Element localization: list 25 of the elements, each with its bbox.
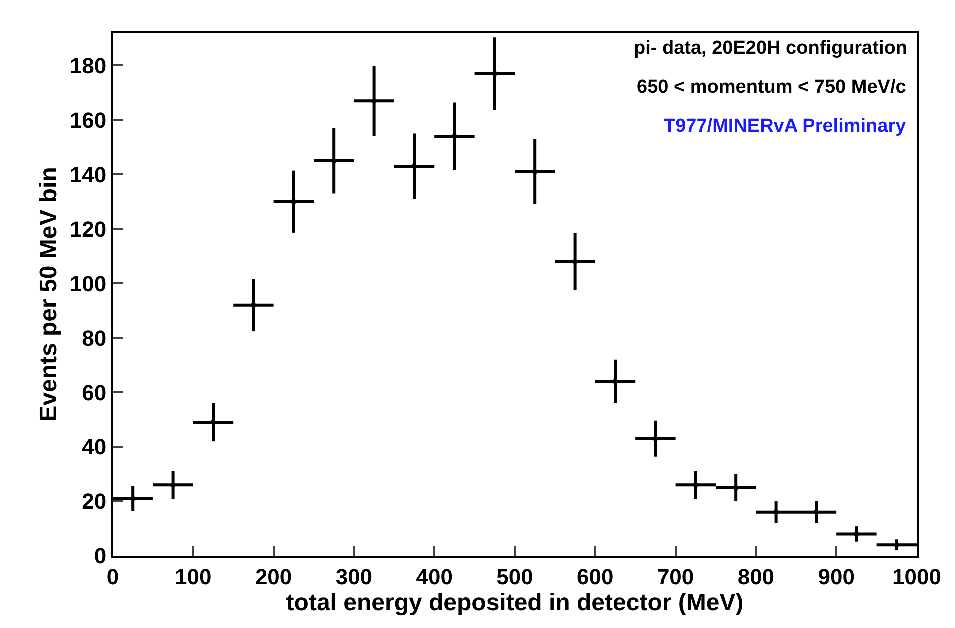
y-tick-label: 80 bbox=[82, 326, 107, 351]
x-axis-title: total energy deposited in detector (MeV) bbox=[286, 589, 744, 616]
y-tick-label: 40 bbox=[82, 434, 107, 460]
y-tick-label: 120 bbox=[70, 216, 107, 242]
x-tick-label: 800 bbox=[738, 564, 775, 590]
x-tick-label: 900 bbox=[818, 564, 855, 590]
y-tick-label: 180 bbox=[70, 53, 107, 78]
y-tick-label: 60 bbox=[82, 380, 107, 406]
y-axis-title: Events per 50 MeV bin bbox=[35, 167, 62, 422]
y-tick-label: 140 bbox=[70, 162, 107, 188]
y-tick-label: 0 bbox=[94, 544, 107, 569]
x-tick-label: 200 bbox=[255, 564, 292, 590]
x-tick-label: 700 bbox=[657, 564, 694, 590]
x-tick-label: 100 bbox=[175, 564, 212, 590]
y-tick-label: 20 bbox=[82, 489, 107, 514]
x-tick-label: 600 bbox=[577, 564, 614, 590]
x-tick-label: 500 bbox=[496, 564, 534, 590]
annotation: pi- data, 20E20H configuration bbox=[634, 38, 908, 59]
x-tick-label: 300 bbox=[336, 564, 373, 590]
x-tick-label: 1000 bbox=[892, 564, 942, 590]
y-tick-label: 100 bbox=[70, 271, 107, 296]
y-tick-label: 160 bbox=[70, 108, 107, 133]
annotation: T977/MINERvA Preliminary bbox=[664, 116, 907, 137]
annotation: 650 < momentum < 750 MeV/c bbox=[637, 77, 907, 98]
x-tick-label: 400 bbox=[416, 564, 453, 590]
